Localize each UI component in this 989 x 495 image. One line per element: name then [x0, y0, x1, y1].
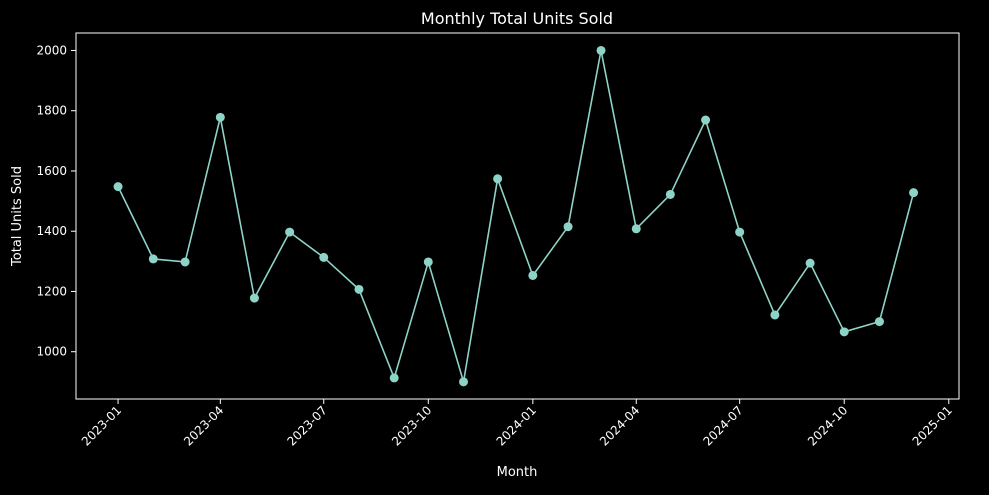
- data-point: [249, 293, 259, 303]
- data-point: [909, 188, 919, 198]
- data-point: [215, 112, 225, 122]
- plot-area-frame: [75, 32, 960, 400]
- data-point: [389, 373, 399, 383]
- chart-title: Monthly Total Units Sold: [421, 9, 613, 28]
- series-line: [117, 49, 915, 383]
- data-point: [770, 310, 780, 320]
- data-point: [459, 377, 469, 387]
- data-point: [528, 270, 538, 280]
- data-point: [148, 254, 158, 264]
- y-tick-label: 1800: [36, 104, 67, 118]
- data-point: [735, 227, 745, 237]
- data-point: [665, 189, 675, 199]
- y-tick-label: 1000: [36, 345, 67, 359]
- y-tick-label: 2000: [36, 43, 67, 57]
- y-tick-label: 1200: [36, 284, 67, 298]
- data-point: [423, 257, 433, 267]
- y-axis-label: Total Units Sold: [10, 166, 25, 267]
- data-point: [805, 258, 815, 268]
- data-point: [701, 115, 711, 125]
- data-point: [563, 222, 573, 232]
- data-point: [596, 45, 606, 55]
- x-axis-label: Month: [497, 465, 538, 480]
- data-point: [180, 257, 190, 267]
- y-tick-label: 1600: [36, 164, 67, 178]
- y-tick-label: 1400: [36, 224, 67, 238]
- data-point: [319, 252, 329, 262]
- data-point: [285, 227, 295, 237]
- data-point: [839, 327, 849, 337]
- data-point: [354, 284, 364, 294]
- data-point: [874, 317, 884, 327]
- data-point: [113, 182, 123, 192]
- data-point: [493, 174, 503, 184]
- y-axis: 1000 1200 1400 1600 1800 2000: [36, 43, 76, 359]
- data-series: [113, 45, 919, 387]
- data-point: [631, 224, 641, 234]
